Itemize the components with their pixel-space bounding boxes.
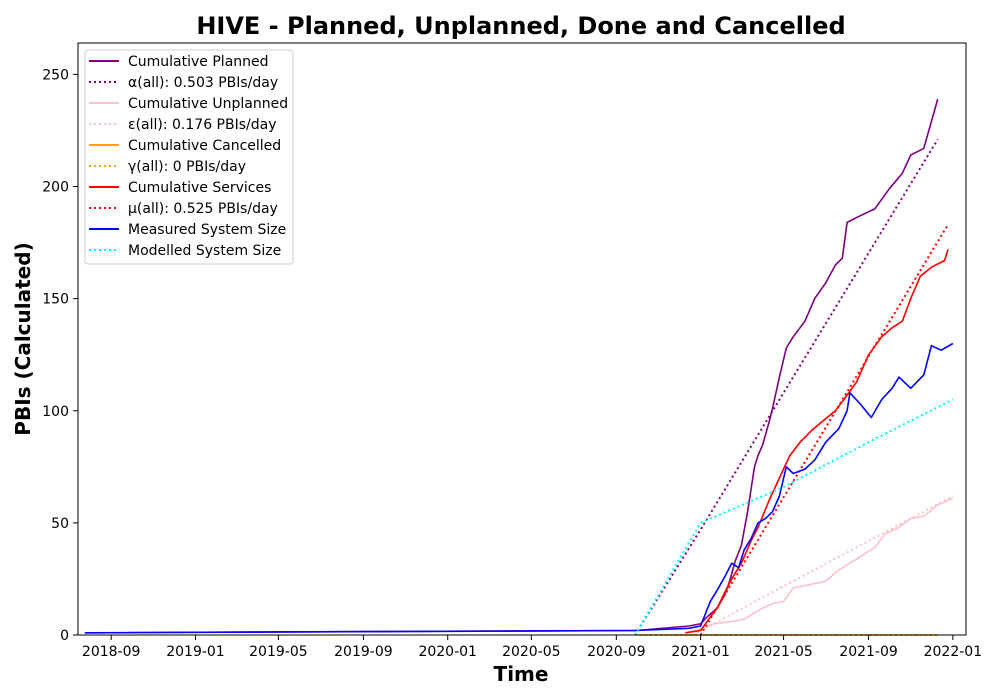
y-axis-ticks: 0 50 100 150 200 250 xyxy=(42,67,78,644)
legend: Cumulative Planned α(all): 0.503 PBIs/day… xyxy=(84,49,294,265)
x-tick-label: 2019-01 xyxy=(166,644,225,660)
legend-label-cumulative-unplanned: Cumulative Unplanned xyxy=(128,96,288,112)
y-tick-label: 200 xyxy=(42,180,69,196)
x-tick-label: 2021-05 xyxy=(754,644,813,660)
legend-label-all-0-503-pbis-day: α(all): 0.503 PBIs/day xyxy=(128,75,278,91)
series-line-modelled-system-size xyxy=(634,398,954,636)
x-tick-label: 2022-01 xyxy=(924,644,983,660)
x-tick-label: 2020-09 xyxy=(587,644,646,660)
x-tick-label: 2021-09 xyxy=(839,644,898,660)
x-tick-label: 2020-01 xyxy=(418,644,477,660)
series-line-measured-system-size xyxy=(84,342,954,634)
x-tick-label: 2020-05 xyxy=(502,644,561,660)
series-line-all-0-176-pbis-day xyxy=(691,495,954,636)
legend-box xyxy=(84,49,294,265)
x-tick-label: 2019-09 xyxy=(334,644,393,660)
y-tick-label: 250 xyxy=(42,67,69,83)
y-tick-label: 0 xyxy=(60,628,69,644)
legend-label-cumulative-planned: Cumulative Planned xyxy=(128,54,269,70)
legend-label-all-0-pbis-day: γ(all): 0 PBIs/day xyxy=(128,159,246,175)
x-axis-ticks: 2018-09 2019-01 2019-05 2019-09 2020-01 2020-… xyxy=(82,635,982,660)
y-tick-label: 150 xyxy=(42,292,69,308)
series-line-cumulative-unplanned xyxy=(685,497,954,634)
legend-label-all-0-525-pbis-day: μ(all): 0.525 PBIs/day xyxy=(128,201,278,217)
legend-label-cumulative-services: Cumulative Services xyxy=(128,180,271,196)
x-tick-label: 2019-05 xyxy=(249,644,308,660)
y-tick-label: 50 xyxy=(51,516,69,532)
legend-label-all-0-176-pbis-day: ε(all): 0.176 PBIs/day xyxy=(128,117,276,133)
x-tick-label: 2021-01 xyxy=(671,644,730,660)
legend-label-modelled-system-size: Modelled System Size xyxy=(128,243,281,259)
x-tick-label: 2018-09 xyxy=(82,644,141,660)
y-tick-label: 100 xyxy=(42,404,69,420)
legend-label-measured-system-size: Measured System Size xyxy=(128,222,286,238)
x-axis-label: Time xyxy=(494,662,549,686)
axes-frame xyxy=(77,42,967,636)
chart-title: HIVE - Planned, Unplanned, Done and Canc… xyxy=(196,12,845,40)
y-axis-label: PBIs (Calculated) xyxy=(11,242,35,435)
series-line-cumulative-services xyxy=(685,249,949,634)
legend-label-cumulative-cancelled: Cumulative Cancelled xyxy=(128,138,281,154)
